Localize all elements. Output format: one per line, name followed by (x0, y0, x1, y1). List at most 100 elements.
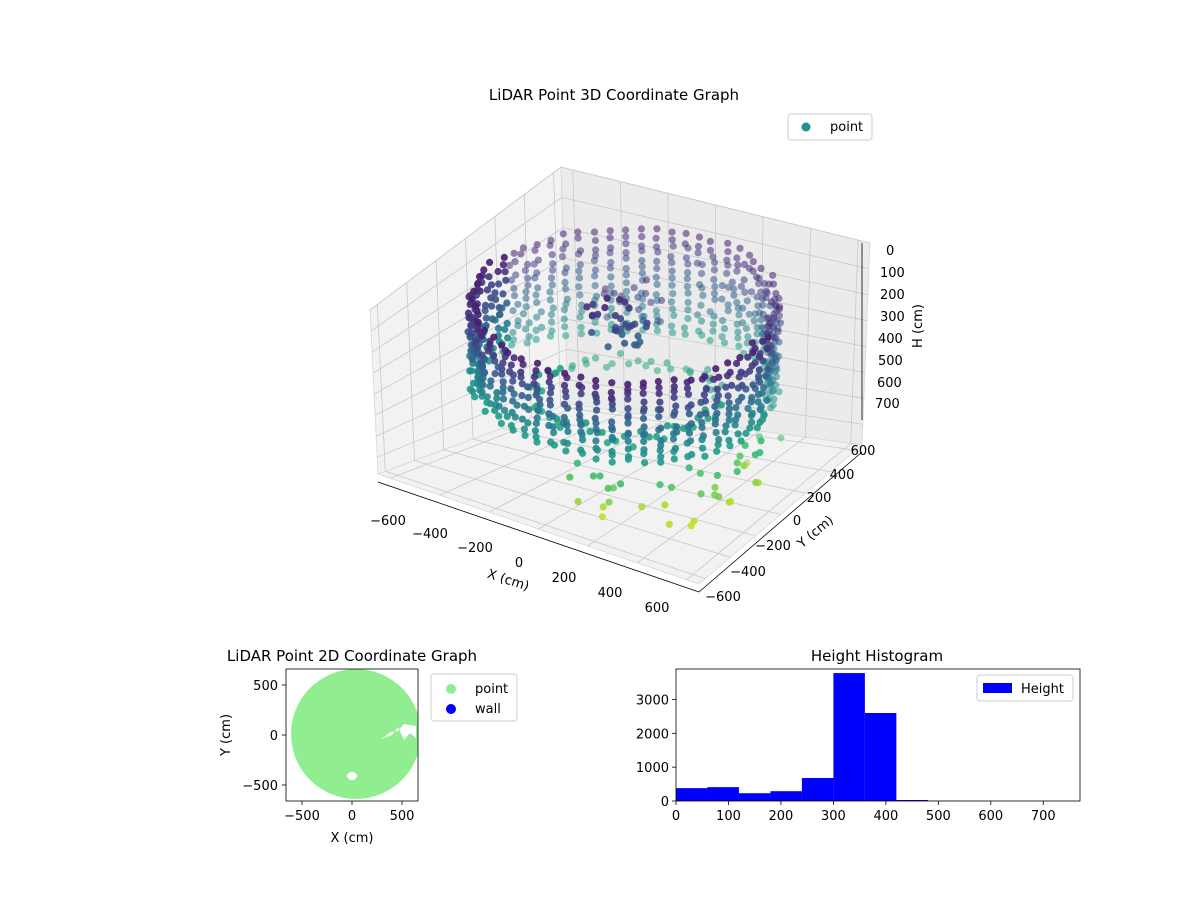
grid-line (376, 304, 386, 472)
point-3d (603, 313, 611, 321)
point-3d (700, 391, 708, 399)
point-3d (604, 484, 612, 492)
point-3d (576, 247, 585, 255)
point-3d (711, 402, 719, 411)
point-3d (624, 445, 632, 453)
point-3d (591, 390, 599, 398)
point-3d (741, 260, 749, 268)
point-3d (510, 292, 519, 300)
point-3d (520, 402, 529, 410)
point-3d (592, 437, 600, 445)
point-3d (532, 391, 540, 399)
point-3d (588, 328, 596, 337)
point-3d (509, 377, 517, 385)
point-3d (685, 410, 693, 418)
point-3d (548, 251, 556, 259)
chart-histogram: Height Histogram 0 100 200 300 400 500 600 7000… (636, 647, 1081, 824)
point-3d (560, 438, 568, 446)
point-3d (719, 317, 727, 325)
point-3d (767, 298, 776, 306)
point-3d (532, 419, 541, 427)
point-3d (466, 367, 474, 375)
point-3d (534, 256, 543, 264)
point-3d (501, 268, 509, 276)
point-3d (499, 395, 508, 403)
point-3d (733, 359, 741, 368)
point-3d (762, 372, 770, 380)
point-3d (509, 336, 518, 344)
point-3d (468, 355, 476, 363)
point-3d (624, 395, 632, 403)
point-3d (518, 392, 526, 400)
chart-3d: LiDAR Point 3D Coordinate Graph −600 −40… (369, 86, 926, 616)
point-3d (715, 435, 723, 444)
grid-line (371, 227, 869, 353)
point-3d (586, 428, 594, 436)
point-3d (737, 282, 746, 290)
grid-line (637, 436, 806, 564)
point-3d (639, 379, 648, 387)
point-3d (497, 419, 505, 428)
point-3d (562, 264, 571, 272)
point-3d (624, 419, 632, 427)
point-3d (560, 315, 568, 323)
point-3d (710, 275, 718, 284)
y-tick-label: 0 (661, 795, 669, 810)
y-tick: 400 (830, 468, 855, 483)
point-3d (640, 423, 648, 431)
point-3d (607, 258, 615, 267)
point-3d (724, 301, 732, 309)
point-3d (706, 336, 714, 344)
point-3d (656, 398, 664, 406)
point-3d (558, 253, 567, 261)
point-3d (657, 453, 665, 461)
point-3d (713, 409, 721, 417)
point-3d (713, 385, 722, 393)
point-3d (591, 236, 600, 245)
point-3d (491, 370, 499, 378)
point-3d (639, 414, 648, 423)
point-3d (479, 381, 487, 389)
point-3d (604, 343, 612, 351)
point-3d (562, 447, 570, 455)
point-3d (733, 254, 741, 262)
point-3d (634, 357, 642, 365)
point-3d (683, 384, 692, 392)
point-3d (519, 244, 528, 252)
x-ticks-3d: −600 −400 −200 0 200 400 600 (370, 514, 669, 616)
z-tick: 100 (880, 266, 905, 281)
point-3d (709, 320, 717, 328)
point-3d (754, 372, 763, 380)
point-3d (753, 330, 761, 338)
point-3d (601, 304, 609, 312)
point-3d (545, 378, 553, 386)
point-3d (774, 328, 782, 336)
point-3d (530, 380, 538, 388)
y-tick: 0 (793, 514, 801, 529)
point-3d (537, 308, 545, 316)
point-3d (477, 358, 486, 366)
point-3d (725, 405, 733, 413)
grid-line (560, 406, 856, 451)
x-tick: 600 (645, 601, 670, 616)
point-3d (738, 393, 746, 401)
point-3d (738, 319, 747, 327)
point-3d (495, 412, 503, 420)
point-3d (470, 287, 478, 295)
z-tick: 300 (880, 310, 905, 325)
point-3d (741, 288, 749, 296)
point-3d (640, 430, 649, 438)
point-3d (524, 393, 532, 402)
legend-marker (446, 704, 456, 714)
chart-3d-title: LiDAR Point 3D Coordinate Graph (489, 86, 739, 104)
point-3d (507, 276, 516, 284)
point-3d (769, 350, 777, 358)
x-tick: −400 (412, 527, 448, 542)
point-3d (605, 498, 613, 506)
point-3d (746, 367, 754, 375)
point-3d (471, 338, 479, 346)
point-3d (575, 400, 583, 408)
point-3d (701, 452, 709, 460)
point-3d (734, 261, 742, 269)
x-tick-label: 0 (672, 809, 680, 824)
